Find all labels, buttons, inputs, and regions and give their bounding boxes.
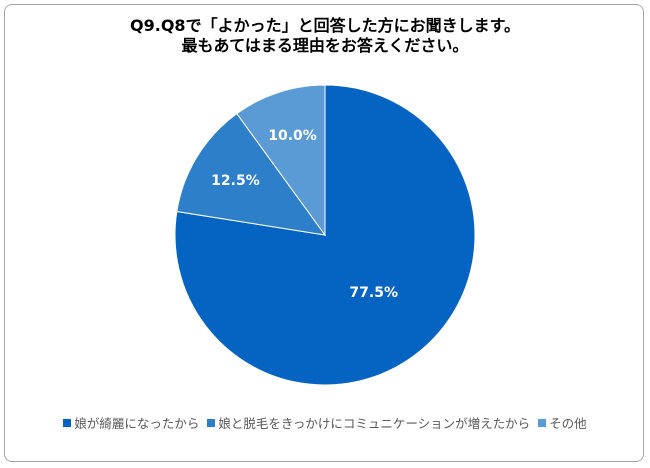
legend: 娘が綺麗になったから 娘と脱毛をきっかけにコミュニケーションが増えたから その他 [0, 413, 650, 432]
pie-slice-1 [176, 112, 327, 236]
data-label-0: 77.5% [349, 285, 398, 301]
legend-swatch [63, 418, 72, 427]
legend-label: 娘と脱毛をきっかけにコミュニケーションが増えたから [218, 416, 531, 431]
chart-frame [4, 4, 644, 462]
legend-label: 娘が綺麗になったから [74, 416, 200, 431]
data-label-2: 10.0% [268, 128, 317, 144]
title-line-1: Q9.Q8で「よかった」と回答した方にお聞きします。 [130, 16, 520, 35]
chart-title: Q9.Q8で「よかった」と回答した方にお聞きします。 最もあてはまる理由をお答え… [0, 16, 650, 56]
legend-swatch [538, 418, 547, 427]
legend-item-2: その他 [538, 413, 587, 432]
legend-label: その他 [549, 416, 587, 431]
pie-slice-2 [236, 84, 326, 237]
data-label-1: 12.5% [211, 173, 260, 189]
title-line-2: 最もあてはまる理由をお答えください。 [181, 36, 469, 55]
legend-item-1: 娘と脱毛をきっかけにコミュニケーションが増えたから [207, 413, 530, 432]
legend-swatch [207, 418, 216, 427]
legend-item-0: 娘が綺麗になったから [63, 413, 199, 432]
